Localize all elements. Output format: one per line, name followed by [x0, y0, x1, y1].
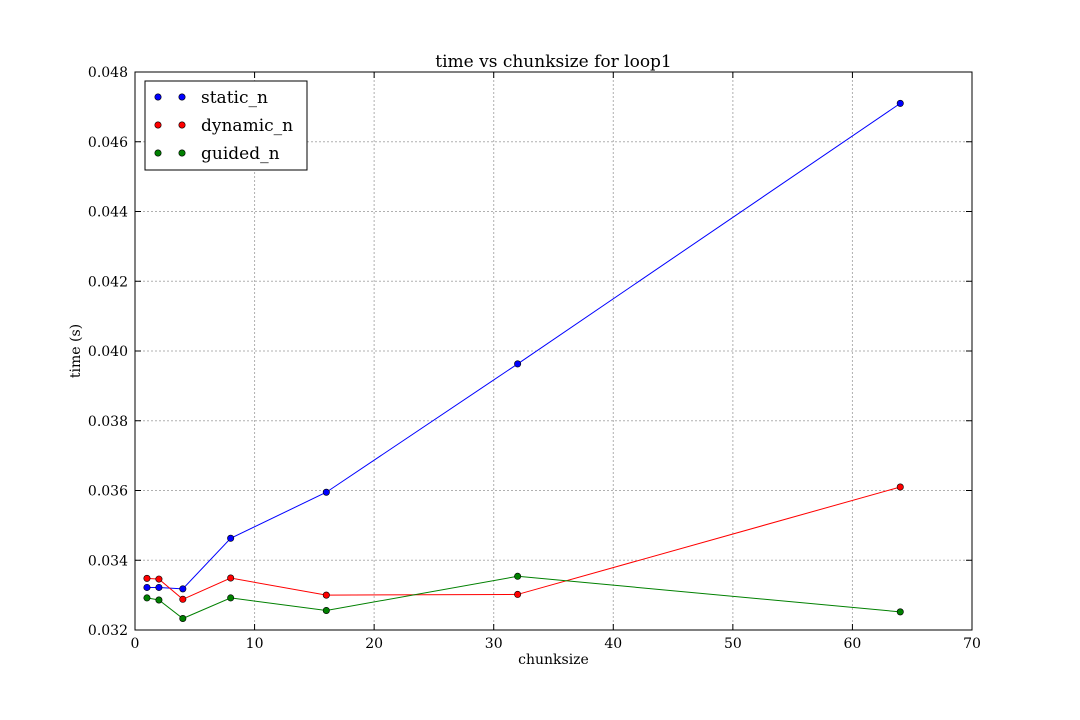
legend-marker [178, 149, 186, 157]
y-tick-label: 0.034 [88, 553, 128, 569]
x-tick-label: 10 [246, 636, 264, 652]
data-point [179, 614, 187, 622]
x-axis-label: chunksize [518, 652, 589, 668]
data-point [322, 606, 330, 614]
y-axis-label: time (s) [68, 324, 84, 378]
legend-marker [178, 93, 186, 101]
y-tick-label: 0.032 [88, 623, 128, 639]
series-dynamic_n [143, 483, 904, 603]
x-tick-label: 0 [131, 636, 140, 652]
data-point [155, 596, 163, 604]
y-tick-label: 0.040 [88, 344, 128, 360]
legend-marker [154, 93, 162, 101]
data-point [514, 590, 522, 598]
data-point [896, 99, 904, 107]
legend-entry-dynamic_n: dynamic_n [154, 116, 293, 136]
series-group [143, 99, 904, 622]
legend-marker [154, 121, 162, 129]
data-point [143, 574, 151, 582]
legend-marker [154, 149, 162, 157]
data-point [227, 534, 235, 542]
data-point [514, 360, 522, 368]
legend-label: dynamic_n [201, 116, 293, 136]
x-tick-label: 20 [365, 636, 383, 652]
legend-label: guided_n [201, 144, 280, 164]
legend-entry-guided_n: guided_n [154, 144, 280, 164]
legend-label: static_n [201, 88, 268, 108]
data-point [322, 488, 330, 496]
data-point [143, 583, 151, 591]
data-point [896, 608, 904, 616]
y-tick-label: 0.048 [88, 65, 128, 81]
x-tick-label: 60 [844, 636, 862, 652]
y-tick-label: 0.042 [88, 274, 128, 290]
x-tick-label: 70 [963, 636, 981, 652]
data-point [514, 572, 522, 580]
chart-title: time vs chunksize for loop1 [435, 52, 672, 72]
legend: static_n dynamic_n guided_n [144, 80, 308, 171]
legend-marker [178, 121, 186, 129]
data-point [896, 483, 904, 491]
data-point [179, 595, 187, 603]
series-guided_n [143, 572, 904, 622]
data-point [227, 574, 235, 582]
y-tick-label: 0.044 [88, 205, 128, 221]
data-point [155, 583, 163, 591]
x-tick-label: 30 [485, 636, 503, 652]
axis-ticks: 0 10 20 30 40 50 60 70 0.032 0.034 0.036 0.038 0.040… [88, 65, 981, 652]
x-tick-label: 40 [604, 636, 622, 652]
data-point [179, 585, 187, 593]
data-point [322, 591, 330, 599]
y-tick-label: 0.036 [88, 484, 128, 500]
legend-entry-static_n: static_n [154, 88, 268, 108]
data-point [143, 594, 151, 602]
x-tick-label: 50 [724, 636, 742, 652]
data-point [227, 594, 235, 602]
legend-box [144, 80, 308, 171]
series-static_n [143, 99, 904, 593]
data-point [155, 575, 163, 583]
y-tick-label: 0.046 [88, 135, 128, 151]
y-tick-label: 0.038 [88, 414, 128, 430]
